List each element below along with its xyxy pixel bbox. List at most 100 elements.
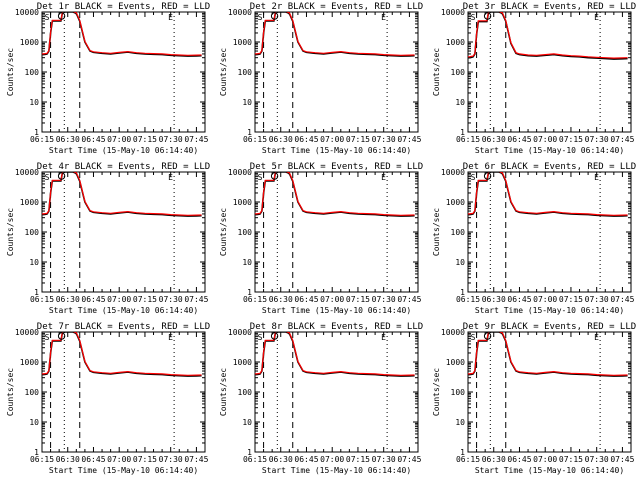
series-group [42, 332, 202, 377]
y-tick-label: 10000 [441, 328, 465, 337]
series-group [468, 12, 628, 60]
x-tick-label: 06:30 [56, 135, 80, 144]
chart-title: Det 9r BLACK = Events, RED = LLD [463, 322, 636, 332]
x-tick-label: 06:30 [482, 295, 506, 304]
series-line-events [42, 12, 202, 57]
x-tick-label: 06:45 [294, 295, 318, 304]
y-tick-label: 10 [242, 98, 252, 107]
y-tick-label: 100 [451, 68, 466, 77]
x-tick-label: 06:15 [243, 295, 267, 304]
detector-chart-8: Det 8r BLACK = Events, RED = LLD 1 10 100 10… [219, 322, 423, 475]
y-tick-label: 100 [238, 68, 253, 77]
x-tick-label: 07:45 [610, 295, 634, 304]
chart-title: Det 4r BLACK = Events, RED = LLD [37, 162, 210, 172]
y-tick-label: 1 [247, 288, 252, 297]
end-marker-letter: E [168, 173, 173, 182]
y-axis-label: Counts/sec [219, 368, 228, 416]
plot-frame [467, 331, 632, 453]
x-axis-label: Start Time (15-May-10 06:14:40) [475, 306, 624, 315]
series-line-events [42, 172, 202, 217]
x-tick-label: 07:45 [184, 135, 208, 144]
y-tick-label: 10000 [441, 168, 465, 177]
series-line-lld [42, 172, 202, 216]
x-tick-label: 07:30 [585, 135, 609, 144]
end-marker-letter: E [594, 13, 599, 22]
x-tick-label: 06:15 [30, 135, 54, 144]
start-marker-circle [270, 332, 279, 340]
series-line-events [42, 332, 202, 377]
x-tick-label: 07:15 [346, 455, 370, 464]
y-tick-label: 1 [34, 448, 39, 457]
x-tick-label: 07:30 [372, 455, 396, 464]
start-marker-circle [270, 12, 279, 20]
x-tick-label: 06:30 [482, 135, 506, 144]
x-tick-label: 07:00 [107, 455, 131, 464]
chart-title: Det 6r BLACK = Events, RED = LLD [463, 162, 636, 172]
x-tick-label: 06:30 [482, 455, 506, 464]
y-axis-label: Counts/sec [432, 208, 441, 256]
y-axis-label: Counts/sec [432, 368, 441, 416]
x-tick-label: 07:45 [184, 455, 208, 464]
plot-frame [41, 331, 206, 453]
y-axis-label: Counts/sec [219, 48, 228, 96]
y-tick-label: 10 [29, 98, 39, 107]
detector-chart-9: Det 9r BLACK = Events, RED = LLD 1 10 100 10… [432, 322, 636, 475]
series-line-events [255, 12, 415, 57]
x-tick-label: 06:15 [30, 455, 54, 464]
y-tick-label: 10000 [228, 168, 252, 177]
series-group [42, 12, 202, 57]
series-line-lld [468, 12, 628, 59]
detector-panel-7: Det 7r BLACK = Events, RED = LLD 1 10 100 10… [0, 320, 213, 480]
chart-title: Det 1r BLACK = Events, RED = LLD [37, 2, 210, 12]
x-tick-label: 07:45 [610, 455, 634, 464]
x-axis-label: Start Time (15-May-10 06:14:40) [262, 306, 411, 315]
y-tick-label: 100 [238, 388, 253, 397]
x-tick-label: 07:15 [559, 295, 583, 304]
y-tick-label: 1 [460, 288, 465, 297]
x-tick-label: 07:00 [107, 295, 131, 304]
series-group [255, 12, 415, 57]
y-tick-label: 1000 [446, 198, 465, 207]
y-tick-label: 1 [460, 128, 465, 137]
x-tick-label: 07:15 [346, 135, 370, 144]
start-marker-circle [483, 332, 492, 340]
plot-frame [254, 331, 419, 453]
y-axis-label: Counts/sec [6, 208, 15, 256]
x-tick-label: 06:45 [294, 455, 318, 464]
y-tick-label: 1000 [446, 38, 465, 47]
series-line-lld [468, 172, 628, 216]
detector-panel-6: Det 6r BLACK = Events, RED = LLD 1 10 100 10… [426, 160, 639, 320]
series-line-lld [255, 172, 415, 216]
y-tick-label: 1 [460, 448, 465, 457]
plot-frame [254, 11, 419, 133]
y-axis-label: Counts/sec [432, 48, 441, 96]
series-line-lld [42, 12, 202, 56]
x-tick-label: 07:45 [184, 295, 208, 304]
y-tick-label: 1000 [20, 198, 39, 207]
x-axis-label: Start Time (15-May-10 06:14:40) [49, 466, 198, 475]
y-axis-label: Counts/sec [6, 368, 15, 416]
chart-title: Det 5r BLACK = Events, RED = LLD [250, 162, 423, 172]
series-group [255, 172, 415, 217]
y-tick-label: 10 [242, 418, 252, 427]
x-tick-label: 07:00 [533, 295, 557, 304]
x-tick-label: 07:00 [533, 455, 557, 464]
start-marker-letter: S [471, 333, 476, 342]
plot-frame [41, 171, 206, 293]
series-group [255, 332, 415, 377]
x-tick-label: 06:30 [269, 135, 293, 144]
detector-panel-8: Det 8r BLACK = Events, RED = LLD 1 10 100 10… [213, 320, 426, 480]
x-tick-label: 07:00 [320, 135, 344, 144]
end-marker-letter: E [168, 13, 173, 22]
x-axis-label: Start Time (15-May-10 06:14:40) [49, 306, 198, 315]
x-tick-label: 07:00 [320, 455, 344, 464]
start-marker-circle [57, 332, 66, 340]
x-tick-label: 06:45 [507, 135, 531, 144]
plot-frame [467, 171, 632, 293]
y-tick-label: 1 [247, 448, 252, 457]
x-tick-label: 06:30 [269, 295, 293, 304]
x-tick-label: 07:00 [107, 135, 131, 144]
detector-panel-4: Det 4r BLACK = Events, RED = LLD 1 10 100 10… [0, 160, 213, 320]
x-tick-label: 07:45 [610, 135, 634, 144]
